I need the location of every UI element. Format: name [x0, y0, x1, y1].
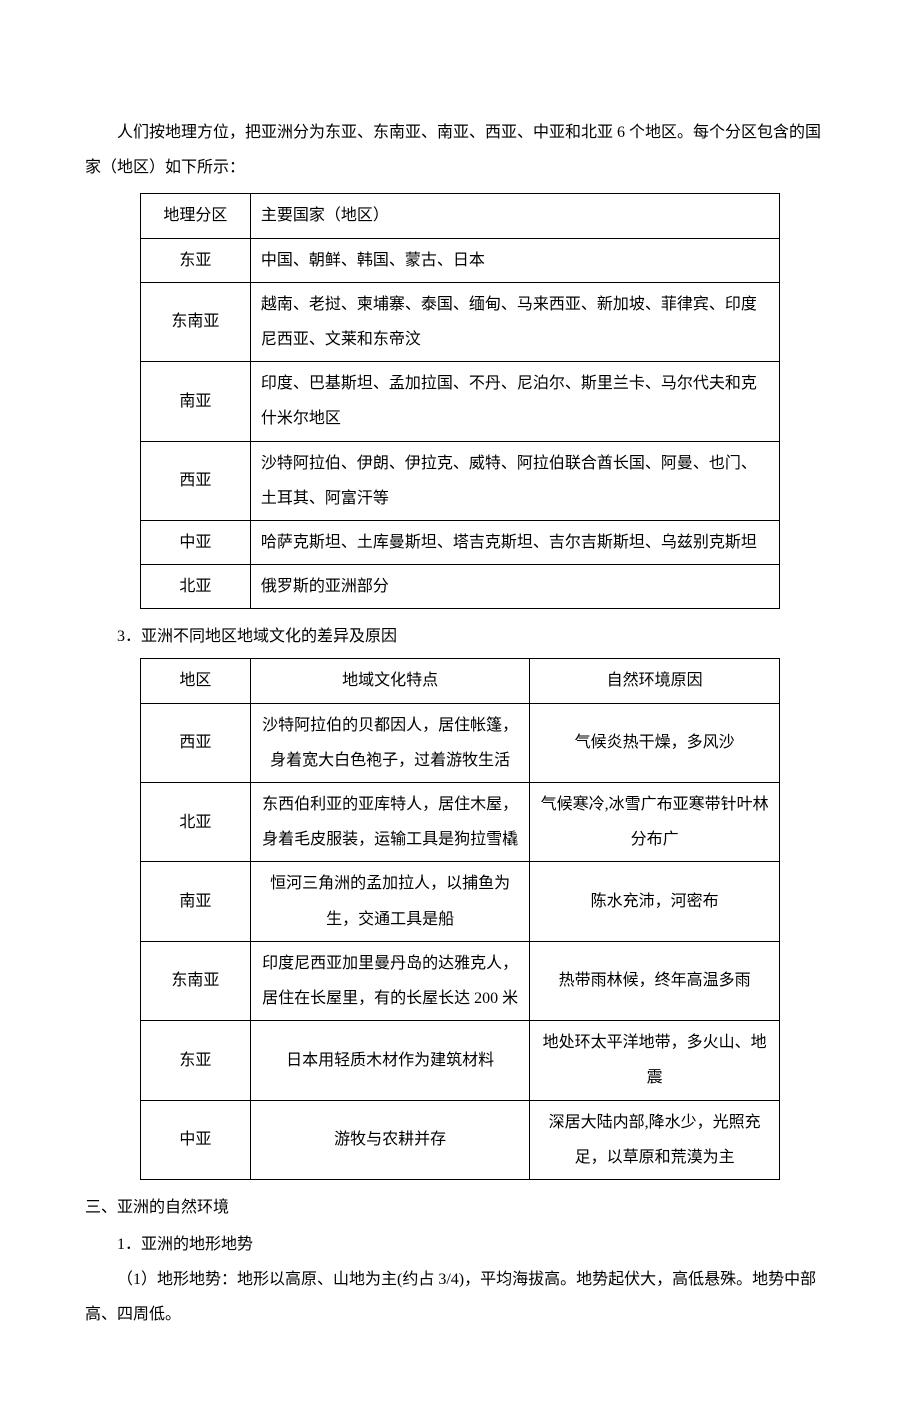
culture-table: 地区 地域文化特点 自然环境原因 西亚 沙特阿拉伯的贝都因人，居住帐篷，身着宽大… — [140, 658, 780, 1179]
table2-heading: 3．亚洲不同地区地域文化的差异及原因 — [85, 619, 835, 654]
cell-culture: 沙特阿拉伯的贝都因人，居住帐篷，身着宽大白色袍子，过着游牧生活 — [250, 703, 530, 782]
section-3-sub1-body: （1）地形地势：地形以高原、山地为主(约占 3/4)，平均海拔高。地势起伏大，高… — [85, 1262, 835, 1332]
cell-region: 东南亚 — [141, 941, 251, 1020]
table-header-row: 地区 地域文化特点 自然环境原因 — [141, 659, 780, 703]
cell-region: 南亚 — [141, 862, 251, 941]
cell-region: 中亚 — [141, 520, 251, 564]
table-row: 中亚 哈萨克斯坦、土库曼斯坦、塔吉克斯坦、吉尔吉斯斯坦、乌兹别克斯坦 — [141, 520, 780, 564]
cell-countries: 中国、朝鲜、韩国、蒙古、日本 — [250, 238, 779, 282]
cell-countries: 越南、老挝、柬埔寨、泰国、缅甸、马来西亚、新加坡、菲律宾、印度尼西亚、文莱和东帝… — [250, 282, 779, 361]
cell-region: 中亚 — [141, 1100, 251, 1179]
table1-header-countries: 主要国家（地区） — [250, 194, 779, 238]
cell-reason: 陈水充沛，河密布 — [530, 862, 780, 941]
table-row: 北亚 俄罗斯的亚洲部分 — [141, 565, 780, 609]
table-row: 南亚 印度、巴基斯坦、孟加拉国、不丹、尼泊尔、斯里兰卡、马尔代夫和克什米尔地区 — [141, 362, 780, 441]
table1-header-region: 地理分区 — [141, 194, 251, 238]
table-row: 东亚 日本用轻质木材作为建筑材料 地处环太平洋地带，多火山、地震 — [141, 1021, 780, 1100]
table2-header-culture: 地域文化特点 — [250, 659, 530, 703]
cell-culture: 印度尼西亚加里曼丹岛的达雅克人，居住在长屋里，有的长屋长达 200 米 — [250, 941, 530, 1020]
table-row: 北亚 东西伯利亚的亚库特人，居住木屋，身着毛皮服装，运输工具是狗拉雪橇 气候寒冷… — [141, 783, 780, 862]
cell-region: 南亚 — [141, 362, 251, 441]
table-row: 东南亚 印度尼西亚加里曼丹岛的达雅克人，居住在长屋里，有的长屋长达 200 米 … — [141, 941, 780, 1020]
cell-region: 东南亚 — [141, 282, 251, 361]
table-header-row: 地理分区 主要国家（地区） — [141, 194, 780, 238]
cell-reason: 热带雨林候，终年高温多雨 — [530, 941, 780, 1020]
cell-culture: 恒河三角洲的孟加拉人，以捕鱼为生，交通工具是船 — [250, 862, 530, 941]
cell-culture: 日本用轻质木材作为建筑材料 — [250, 1021, 530, 1100]
intro-paragraph: 人们按地理方位，把亚洲分为东亚、东南亚、南亚、西亚、中亚和北亚 6 个地区。每个… — [85, 115, 835, 185]
cell-countries: 印度、巴基斯坦、孟加拉国、不丹、尼泊尔、斯里兰卡、马尔代夫和克什米尔地区 — [250, 362, 779, 441]
section-3-heading: 三、亚洲的自然环境 — [85, 1190, 835, 1225]
cell-reason: 气候炎热干燥，多风沙 — [530, 703, 780, 782]
cell-region: 西亚 — [141, 441, 251, 520]
table2-header-region: 地区 — [141, 659, 251, 703]
table-row: 中亚 游牧与农耕并存 深居大陆内部,降水少，光照充足，以草原和荒漠为主 — [141, 1100, 780, 1179]
cell-countries: 俄罗斯的亚洲部分 — [250, 565, 779, 609]
table-row: 西亚 沙特阿拉伯、伊朗、伊拉克、威特、阿拉伯联合酋长国、阿曼、也门、土耳其、阿富… — [141, 441, 780, 520]
cell-reason: 地处环太平洋地带，多火山、地震 — [530, 1021, 780, 1100]
cell-countries: 哈萨克斯坦、土库曼斯坦、塔吉克斯坦、吉尔吉斯斯坦、乌兹别克斯坦 — [250, 520, 779, 564]
table-row: 西亚 沙特阿拉伯的贝都因人，居住帐篷，身着宽大白色袍子，过着游牧生活 气候炎热干… — [141, 703, 780, 782]
cell-region: 北亚 — [141, 565, 251, 609]
table-row: 南亚 恒河三角洲的孟加拉人，以捕鱼为生，交通工具是船 陈水充沛，河密布 — [141, 862, 780, 941]
cell-region: 东亚 — [141, 1021, 251, 1100]
cell-region: 西亚 — [141, 703, 251, 782]
table-row: 东南亚 越南、老挝、柬埔寨、泰国、缅甸、马来西亚、新加坡、菲律宾、印度尼西亚、文… — [141, 282, 780, 361]
section-3-sub1: 1．亚洲的地形地势 — [85, 1227, 835, 1262]
cell-reason: 气候寒冷,冰雪广布亚寒带针叶林分布广 — [530, 783, 780, 862]
cell-countries: 沙特阿拉伯、伊朗、伊拉克、威特、阿拉伯联合酋长国、阿曼、也门、土耳其、阿富汗等 — [250, 441, 779, 520]
cell-region: 北亚 — [141, 783, 251, 862]
cell-region: 东亚 — [141, 238, 251, 282]
cell-reason: 深居大陆内部,降水少，光照充足，以草原和荒漠为主 — [530, 1100, 780, 1179]
regions-table: 地理分区 主要国家（地区） 东亚 中国、朝鲜、韩国、蒙古、日本 东南亚 越南、老… — [140, 193, 780, 609]
cell-culture: 东西伯利亚的亚库特人，居住木屋，身着毛皮服装，运输工具是狗拉雪橇 — [250, 783, 530, 862]
table-row: 东亚 中国、朝鲜、韩国、蒙古、日本 — [141, 238, 780, 282]
table2-header-reason: 自然环境原因 — [530, 659, 780, 703]
cell-culture: 游牧与农耕并存 — [250, 1100, 530, 1179]
